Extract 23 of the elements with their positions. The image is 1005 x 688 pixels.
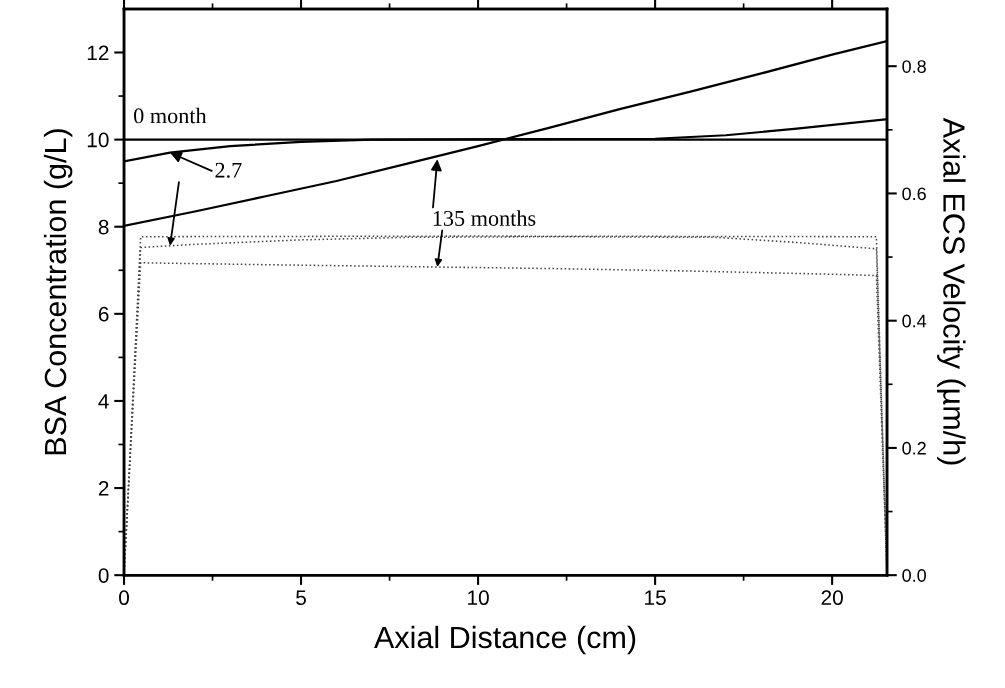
y-tick-label: 10	[87, 132, 109, 148]
y-tick-label: 0	[98, 568, 109, 583]
y-tick-label: 4	[98, 394, 109, 409]
y2-tick-label: 0.0	[902, 569, 926, 582]
x-tick-label: 20	[821, 590, 843, 606]
y-tick-label: 12	[87, 45, 109, 61]
x-tick-label: 15	[645, 590, 666, 606]
x-tick-label: 5	[296, 590, 306, 606]
y-tick-label: 8	[98, 219, 109, 235]
y2-tick-label: 0.6	[902, 187, 926, 201]
y-tick-label: 6	[98, 306, 109, 322]
annotation: 135 months	[433, 210, 536, 226]
x-axis-title: Axial Distance (cm)	[374, 625, 636, 655]
x-tick-label: 10	[468, 590, 489, 606]
annotation: 0 month	[134, 107, 207, 124]
y2-tick-label: 0.4	[902, 314, 927, 328]
y-tick-label: 2	[98, 481, 109, 496]
y2-tick-label: 0.8	[902, 60, 926, 73]
x-tick-label: 0	[119, 590, 129, 606]
y-axis-title: BSA Concentration (g/L)	[43, 129, 73, 455]
y2-axis-title: Axial ECS Velocity (µm/h)	[937, 117, 966, 465]
annotation: 2.7	[215, 162, 242, 178]
y2-tick-label: 0.2	[902, 441, 926, 455]
